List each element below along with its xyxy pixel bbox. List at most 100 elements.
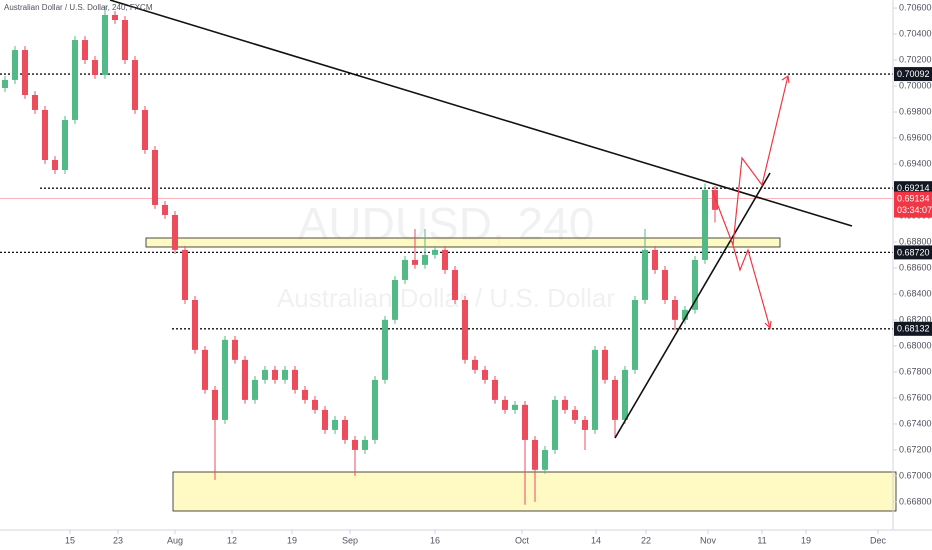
trend-line: [614, 172, 771, 439]
candle-body: [342, 419, 348, 440]
candle-body: [12, 50, 18, 80]
candle-body: [452, 269, 458, 300]
candle-body: [642, 249, 648, 300]
x-tick-label: Sep: [342, 535, 358, 545]
candle-body: [272, 369, 278, 380]
y-tick-label: 0.67200: [899, 444, 932, 454]
y-tick-label: 0.68800: [899, 236, 932, 246]
candle-body: [372, 379, 378, 440]
candle-body: [352, 439, 358, 450]
level-label: 0.68132: [897, 324, 930, 334]
candle-body: [622, 369, 628, 420]
x-tick-label: 14: [591, 535, 601, 545]
candle-body: [302, 389, 308, 400]
level-label-box: [894, 321, 932, 336]
trend-line: [109, 0, 853, 227]
candle-body: [172, 214, 178, 250]
candle-body: [582, 419, 588, 430]
candle-body: [142, 109, 148, 150]
last-price-label: 0.69134: [897, 193, 930, 203]
resistance-zone: [145, 237, 781, 248]
arrow-head: [781, 74, 790, 84]
y-tick-label: 0.67400: [899, 418, 932, 428]
y-tick-label: 0.69600: [899, 132, 932, 142]
y-tick-label: 0.67800: [899, 366, 932, 376]
candle-body: [152, 149, 158, 205]
y-tick-label: 0.67600: [899, 392, 932, 402]
candle-body: [282, 369, 288, 380]
candle-body: [202, 349, 208, 390]
candle-body: [252, 379, 258, 400]
x-tick-label: 11: [757, 535, 766, 545]
y-tick-label: 0.68000: [899, 340, 932, 350]
candle-body: [2, 79, 8, 88]
candle-body: [262, 369, 268, 380]
candle-body: [612, 379, 618, 420]
candle-body: [92, 60, 98, 75]
level-label-box: [894, 245, 932, 260]
candle-body: [72, 40, 78, 120]
x-tick-label: 19: [801, 535, 811, 545]
candle-body: [212, 389, 218, 420]
last-price-box: [894, 191, 932, 218]
candle-body: [162, 204, 168, 215]
candle-body: [632, 299, 638, 370]
candle-body: [242, 359, 248, 400]
candle-body: [552, 399, 558, 450]
candle-body: [412, 259, 418, 265]
x-tick-label: 22: [641, 535, 651, 545]
arrow-head: [764, 320, 772, 330]
candle-body: [32, 95, 38, 110]
candle-body: [472, 359, 478, 370]
y-tick-label: 0.66800: [899, 496, 932, 506]
level-label: 0.70092: [897, 69, 930, 79]
candle-body: [22, 50, 28, 96]
candle-body: [362, 439, 368, 450]
candle-body: [292, 369, 298, 390]
x-tick-label: 15: [65, 535, 75, 545]
candle-body: [592, 349, 598, 430]
x-tick-label: Nov: [700, 535, 717, 545]
projection-arrow: [732, 244, 771, 329]
y-tick-label: 0.68600: [899, 262, 932, 272]
candle-body: [492, 379, 498, 400]
x-tick-label: 12: [227, 535, 237, 545]
chart-title: Australian Dollar / U.S. Dollar, 240, FX…: [4, 3, 153, 12]
candle-body: [222, 339, 228, 420]
candle-body: [122, 20, 128, 61]
candle-body: [652, 249, 658, 270]
y-tick-label: 0.70600: [899, 2, 932, 12]
level-label-box: [894, 67, 932, 82]
candle-body: [692, 259, 698, 310]
candle-body: [42, 109, 48, 160]
candle-body: [542, 449, 548, 470]
candle-body: [672, 299, 678, 320]
candle-body: [62, 119, 68, 170]
candle-body: [712, 189, 718, 210]
candle-body: [52, 159, 58, 170]
candle-body: [392, 279, 398, 320]
x-tick-label: Aug: [167, 535, 183, 545]
candle-body: [512, 404, 518, 410]
level-label: 0.69214: [897, 183, 930, 193]
y-tick-label: 0.69400: [899, 158, 932, 168]
candle-body: [482, 369, 488, 380]
y-tick-label: 0.70400: [899, 28, 932, 38]
candle-body: [462, 299, 468, 360]
candle-body: [442, 249, 448, 270]
candle-body: [182, 249, 188, 300]
y-tick-label: 0.70200: [899, 54, 932, 64]
candle-body: [572, 409, 578, 420]
countdown-label: 03:34:07: [897, 205, 932, 215]
y-tick-label: 0.69800: [899, 106, 932, 116]
candle-body: [192, 299, 198, 350]
projection-arrow: [711, 75, 789, 246]
candle-body: [602, 349, 608, 380]
y-tick-label: 0.67000: [899, 470, 932, 480]
candle-body: [522, 404, 528, 440]
candle-body: [532, 439, 538, 470]
candle-body: [102, 14, 108, 75]
level-label: 0.68720: [897, 247, 930, 257]
